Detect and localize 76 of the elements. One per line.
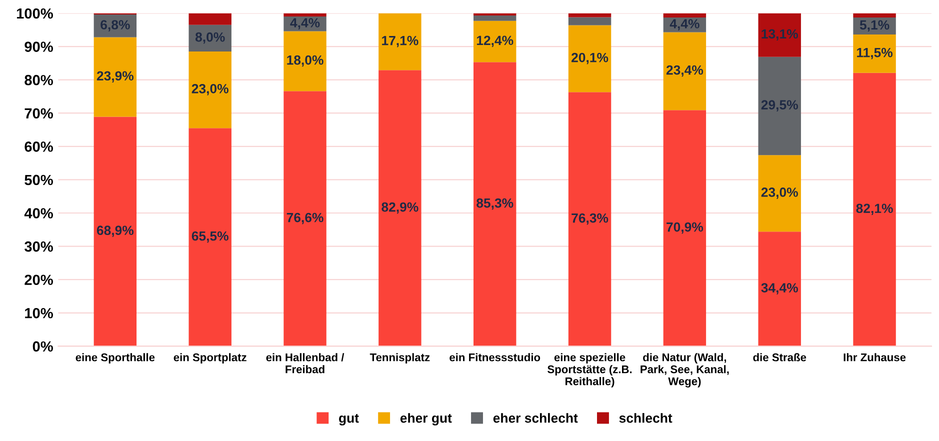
- bar: [188, 128, 232, 346]
- bar: [663, 13, 706, 18]
- data-label: 23,9%: [96, 71, 134, 82]
- data-label: 23,0%: [192, 84, 228, 96]
- data-label: 8,0%: [195, 32, 225, 44]
- bar: [758, 13, 801, 57]
- x-tick-label: die Straße: [753, 353, 806, 362]
- y-tick-label: 80%: [24, 74, 53, 86]
- y-tick-label: 40%: [24, 208, 53, 218]
- bar: [568, 25, 612, 92]
- y-tick-label: 100%: [16, 8, 53, 19]
- bar: [663, 110, 706, 346]
- data-label: 17,1%: [382, 36, 418, 48]
- y-tick-label: 50%: [24, 174, 53, 186]
- x-tick-label: Tennisplatz: [370, 353, 430, 364]
- bar: [568, 17, 612, 26]
- x-tick-label: die Natur (Wald, Park, See, Kanal, Wege): [640, 353, 729, 388]
- data-label: 13,1%: [762, 29, 798, 40]
- legend-label: gut: [339, 414, 359, 426]
- data-label: 82,9%: [382, 202, 418, 214]
- data-label: 70,9%: [666, 222, 704, 234]
- x-tick-label: ein Sportplatz: [174, 353, 246, 364]
- bar: [94, 116, 137, 346]
- bar: [663, 32, 706, 110]
- bar: [284, 91, 326, 346]
- y-tick-label: 0%: [32, 341, 53, 352]
- legend-label: schlecht: [619, 413, 672, 423]
- legend-label: eher gut: [400, 413, 452, 426]
- y-tick-label: 90%: [24, 42, 53, 52]
- bar: [188, 52, 232, 128]
- x-tick-label: Ihr Zuhause: [844, 353, 906, 362]
- data-label: 76,6%: [286, 212, 324, 224]
- y-tick-label: 20%: [24, 274, 53, 286]
- data-label: 29,5%: [761, 100, 798, 112]
- x-tick-label: eine spezielle Sportstätte (z.B. Reithalle): [548, 353, 632, 388]
- bar: [758, 56, 801, 156]
- data-label: 5,1%: [860, 20, 890, 32]
- bar: [284, 13, 326, 17]
- data-label: 4,4%: [670, 19, 700, 30]
- bar: [853, 34, 896, 73]
- bar: [188, 24, 232, 52]
- bar: [853, 13, 896, 18]
- bar: [284, 31, 326, 92]
- y-tick-label: 10%: [25, 308, 53, 318]
- data-label: 68,9%: [96, 226, 134, 237]
- data-label: 23,4%: [666, 65, 704, 77]
- y-tick-label: 70%: [24, 108, 53, 119]
- data-label: 18,0%: [287, 55, 324, 67]
- x-tick-label: ein Hallenbad / Freibad: [266, 353, 344, 374]
- bar: [378, 70, 422, 346]
- data-label: 76,3%: [572, 213, 608, 225]
- x-tick-label: ein Fitnessstudio: [450, 353, 540, 362]
- bar: [94, 37, 137, 117]
- bar: [758, 155, 801, 232]
- data-label: 6,8%: [100, 20, 130, 32]
- data-label: 85,3%: [476, 198, 514, 210]
- bar: [473, 16, 516, 21]
- legend-label: eher schlecht: [493, 413, 578, 423]
- data-label: 23,0%: [761, 188, 798, 199]
- data-label: 20,1%: [572, 52, 608, 64]
- y-tick-label: 30%: [24, 241, 53, 252]
- data-label: 82,1%: [856, 204, 893, 215]
- y-tick-label: 60%: [24, 142, 53, 152]
- bar: [473, 20, 516, 62]
- x-tick-label: eine Sporthalle: [76, 353, 155, 364]
- data-label: 65,5%: [192, 231, 228, 243]
- bar: [188, 13, 232, 25]
- bar: [853, 72, 896, 346]
- bar: [758, 232, 801, 346]
- bar: [378, 13, 422, 70]
- bar: [568, 92, 612, 346]
- data-label: 11,5%: [857, 48, 893, 60]
- data-label: 12,4%: [476, 36, 514, 47]
- bar: [473, 62, 516, 346]
- data-label: 34,4%: [761, 283, 798, 294]
- data-label: 4,4%: [290, 18, 320, 30]
